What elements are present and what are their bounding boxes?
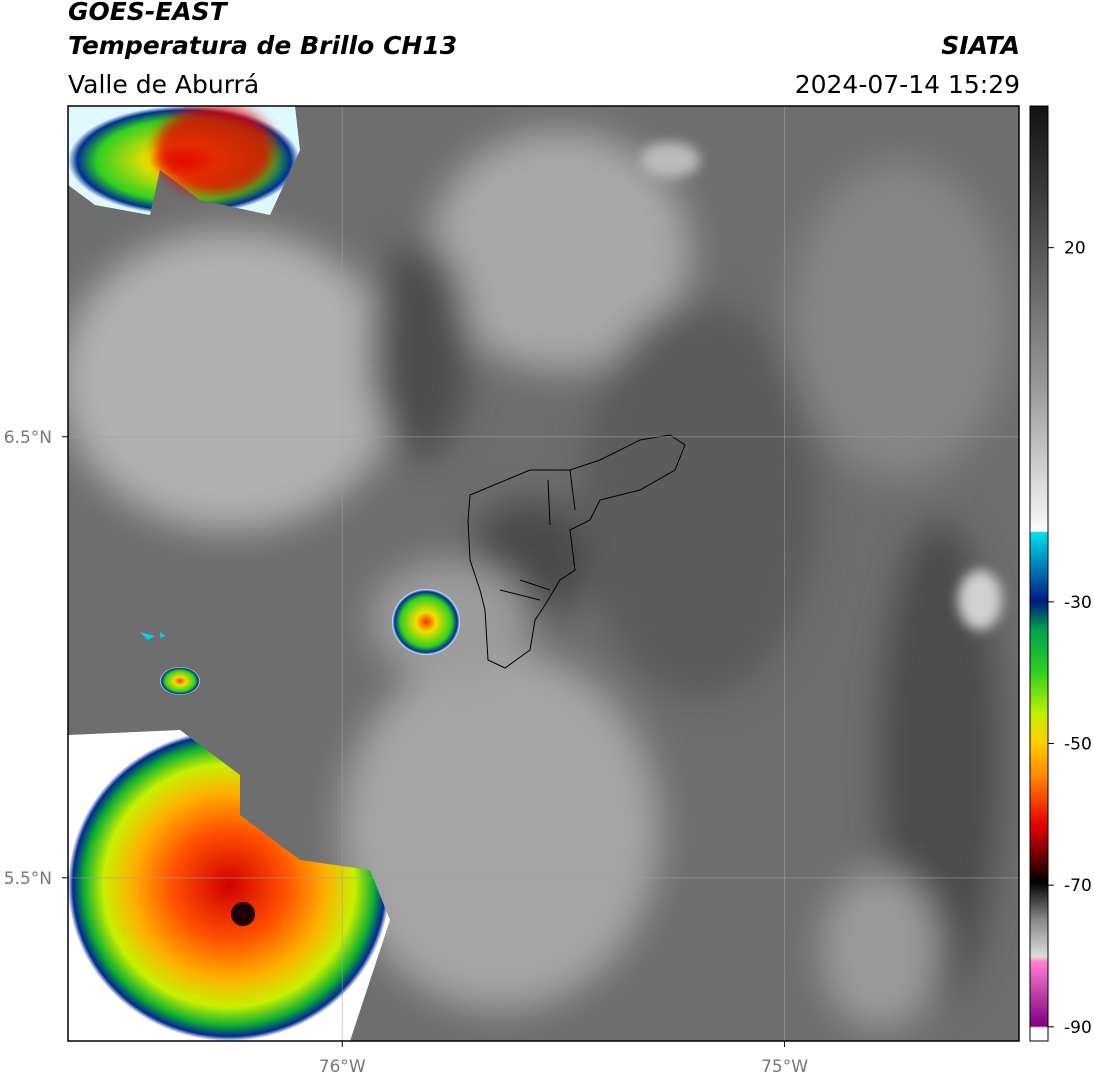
region: Valle de Aburrá — [68, 70, 259, 99]
timestamp: 2024-07-14 15:29 — [795, 70, 1020, 99]
subtitle: Temperatura de Brillo CH13 — [68, 31, 457, 60]
colorbar-tick-label: -90 — [1064, 1018, 1092, 1038]
title: GOES-EAST — [68, 0, 229, 26]
y-tick-label: 5.5°N — [4, 869, 52, 889]
map-frame — [67, 105, 1020, 1042]
y-tick-label: 6.5°N — [4, 428, 52, 448]
colorbar-tick-label: -50 — [1064, 735, 1092, 755]
colorbar-tick-label: -30 — [1064, 593, 1092, 613]
source: SIATA — [941, 31, 1020, 60]
colorbar-tick-label: -70 — [1064, 876, 1092, 896]
x-tick-label: 75°W — [761, 1057, 808, 1077]
colorbar-tick-label: 20 — [1064, 239, 1086, 259]
x-tick-label: 76°W — [319, 1057, 366, 1077]
grid — [68, 106, 1019, 1041]
colorbar — [1029, 105, 1049, 1042]
satellite-image — [68, 106, 1019, 1041]
